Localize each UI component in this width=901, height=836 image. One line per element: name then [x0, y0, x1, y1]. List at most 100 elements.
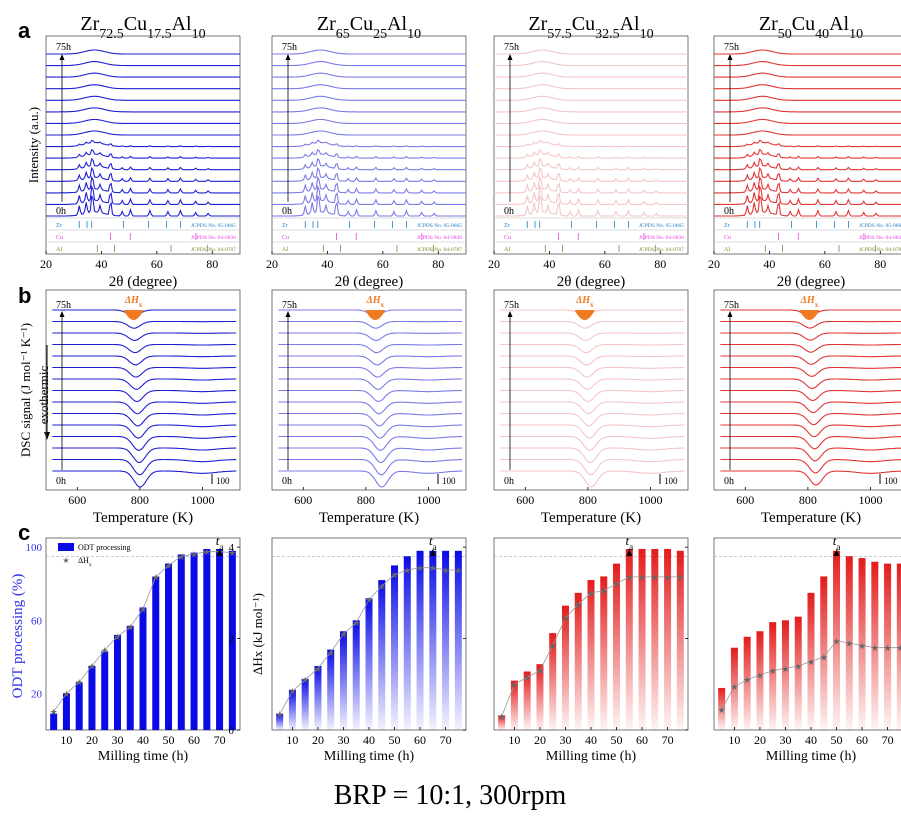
dsc-frame — [271, 289, 467, 491]
dsc-xtick-label: 1000 — [416, 493, 440, 507]
odt-bar — [403, 556, 411, 730]
dsc-trace — [278, 378, 463, 390]
odt-bar — [391, 565, 399, 730]
odt-x-axis-label: Milling time (h) — [546, 749, 637, 764]
dsc-trace — [720, 332, 901, 341]
dsc-trace — [278, 343, 463, 354]
odt-bar — [339, 631, 347, 730]
dh-point: ★ — [871, 643, 879, 653]
dsc-trace — [52, 458, 237, 476]
dsc-trace — [52, 366, 237, 378]
xrd-trace — [714, 118, 901, 124]
xrd-arrow-head — [59, 54, 65, 60]
xrd-bottom-label: 0h — [504, 206, 514, 217]
odt-bar — [498, 715, 506, 730]
dsc-trace — [720, 470, 901, 486]
dh-point: ★ — [442, 566, 450, 576]
ref-element: Zr — [724, 223, 730, 229]
odt-ytick-label: 60 — [31, 615, 43, 627]
ref-element: Cu — [282, 235, 289, 241]
odt-bar — [574, 592, 582, 730]
dh-point: ★ — [612, 579, 620, 589]
xrd-trace — [714, 148, 901, 159]
dh-ytick-label: 4 — [229, 542, 235, 554]
dsc-bottom-label: 0h — [56, 476, 66, 487]
dh-point: ★ — [190, 550, 198, 560]
odt-bar — [276, 713, 284, 730]
xrd-trace — [46, 118, 240, 124]
dh-point: ★ — [743, 675, 751, 685]
dsc-trace — [278, 435, 463, 451]
xrd-trace — [714, 84, 901, 90]
dsc-trace — [500, 447, 685, 464]
xrd-trace — [494, 195, 688, 217]
odt-xtick-label: 40 — [805, 733, 817, 747]
dsc-peak-area — [365, 310, 386, 320]
dsc-trace — [52, 470, 237, 488]
odt-bar — [288, 689, 296, 730]
dh-point: ★ — [88, 662, 96, 672]
dsc-panel: ΔHx 75h 0h 100 600 800 1000 Temperature (K) — [45, 289, 241, 526]
xrd-trace — [272, 130, 466, 136]
odt-xtick-label: 10 — [286, 733, 298, 747]
xrd-trace — [494, 157, 688, 171]
odt-bar — [62, 693, 70, 730]
odt-xtick-label: 70 — [214, 733, 226, 747]
dsc-trace — [500, 458, 685, 476]
odt-xtick-label: 60 — [636, 733, 648, 747]
dsc-trace — [720, 412, 901, 426]
dh-point: ★ — [600, 586, 608, 596]
xrd-trace — [46, 148, 240, 159]
dsc-trace — [52, 343, 237, 354]
odt-bar — [442, 550, 450, 730]
xrd-arrow-head — [727, 54, 733, 60]
dsc-xtick-label: 1000 — [638, 493, 662, 507]
xrd-trace — [494, 184, 688, 205]
dh-point: ★ — [276, 710, 284, 720]
panel-label-c: c — [18, 520, 30, 545]
odt-xtick-label: 70 — [662, 733, 674, 747]
dsc-trace — [720, 424, 901, 438]
ref-element: Zr — [56, 223, 62, 229]
dh-point: ★ — [638, 572, 646, 582]
dh-point: ★ — [884, 643, 892, 653]
dsc-xtick-label: 800 — [579, 493, 597, 507]
dsc-trace — [278, 458, 463, 476]
dsc-trace — [500, 470, 685, 488]
dsc-panel: ΔHx 75h 0h 100 600 800 1000 Temperature (K) — [713, 289, 901, 526]
xrd-trace — [494, 118, 688, 124]
xrd-trace — [46, 130, 240, 136]
odt-xtick-label: 60 — [188, 733, 200, 747]
dsc-trace — [278, 320, 463, 329]
dsc-top-label: 75h — [504, 300, 519, 311]
odt-xtick-label: 60 — [856, 733, 868, 747]
xrd-trace — [272, 95, 466, 101]
legend-odt-label: ODT processing — [78, 543, 131, 552]
xrd-xtick-label: 80 — [874, 257, 886, 271]
odt-bar — [896, 563, 901, 730]
xrd-xtick-label: 80 — [654, 257, 666, 271]
ref-element: Zr — [282, 223, 288, 229]
xrd-trace — [46, 175, 240, 194]
odt-bar — [613, 563, 621, 730]
dh-point: ★ — [327, 648, 335, 658]
dsc-arrow-head — [727, 311, 733, 317]
dsc-xtick-label: 600 — [68, 493, 86, 507]
dh-point: ★ — [832, 636, 840, 646]
xrd-trace — [714, 95, 901, 101]
odt-bar — [113, 634, 121, 730]
odt-xtick-label: 70 — [440, 733, 452, 747]
odt-x-axis-label: Milling time (h) — [324, 749, 415, 764]
dsc-trace — [720, 389, 901, 402]
dh-point: ★ — [756, 671, 764, 681]
ref-jcpds: JCPDS No. 04-0836 — [859, 235, 901, 241]
dh-point: ★ — [896, 643, 901, 653]
odt-xtick-label: 10 — [60, 733, 72, 747]
dh-point: ★ — [664, 572, 672, 582]
dh-point: ★ — [845, 639, 853, 649]
ref-element: Cu — [56, 235, 63, 241]
dsc-bottom-label: 0h — [504, 476, 514, 487]
dsc-trace — [52, 309, 237, 317]
dsc-trace — [278, 401, 463, 415]
odt-xtick-label: 30 — [779, 733, 791, 747]
